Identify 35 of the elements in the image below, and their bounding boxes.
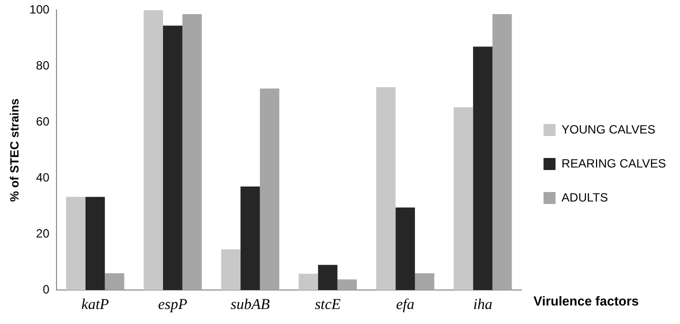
x-tick-label: espP: [158, 296, 188, 313]
bar: [376, 87, 396, 290]
legend-label: REARING CALVES: [562, 156, 666, 170]
x-axis-title: Virulence factors: [534, 294, 639, 309]
x-tick-label: iha: [473, 296, 492, 313]
bar: [182, 14, 202, 290]
bar: [240, 186, 260, 290]
bar: [396, 207, 415, 290]
legend-label: ADULTS: [562, 190, 608, 204]
x-tick-label: stcE: [314, 296, 341, 313]
y-tick-label: 100: [29, 2, 50, 17]
bar: [260, 88, 280, 290]
bar: [85, 196, 105, 290]
x-tick-label: katP: [81, 296, 109, 313]
bar: [221, 249, 241, 290]
y-tick-label: 80: [36, 58, 50, 72]
y-axis-title: % of STEC strains: [8, 98, 22, 202]
legend-label: YOUNG CALVES: [562, 122, 656, 136]
y-tick-label: 60: [36, 114, 50, 128]
bar: [454, 107, 474, 290]
bar: [492, 14, 512, 290]
x-tick-label: efa: [396, 296, 414, 313]
bar: [414, 273, 434, 290]
bar: [66, 196, 86, 290]
y-tick-label: 20: [36, 226, 50, 240]
y-tick-label: 40: [36, 170, 50, 184]
bar: [337, 279, 357, 290]
bar: [473, 46, 492, 290]
bar: [318, 264, 338, 290]
bar: [163, 26, 182, 290]
bar: [104, 273, 124, 290]
bar: [144, 10, 164, 290]
y-tick-label: 0: [42, 282, 50, 296]
x-tick-label: subAB: [230, 296, 270, 313]
bar: [298, 274, 318, 290]
